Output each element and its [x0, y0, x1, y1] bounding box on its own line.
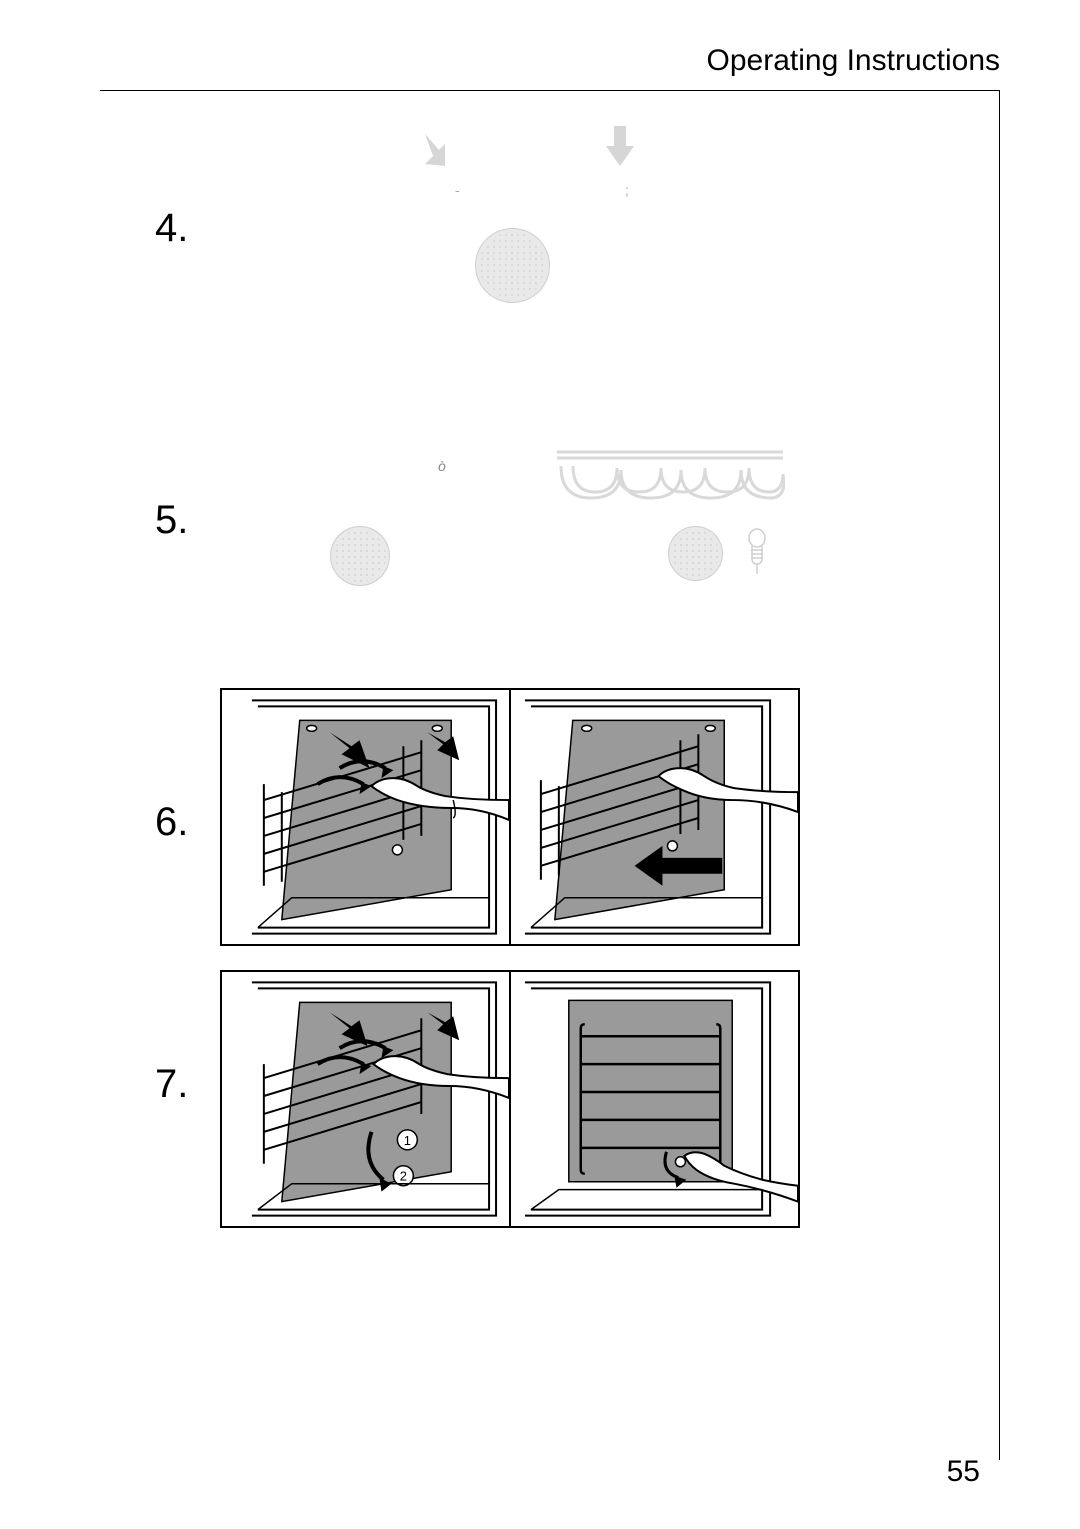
vent-icon [330, 526, 390, 586]
callout-2-label: 2 [400, 1169, 407, 1184]
step-6-panel-2 [511, 690, 798, 944]
tiny-mark: ; [625, 182, 629, 198]
step-number-4: 4. [155, 206, 188, 251]
arrow-down-icon [415, 130, 455, 180]
vent-icon [475, 228, 550, 303]
vent-icon [668, 526, 723, 581]
step-number-6: 6. [155, 800, 188, 845]
step-6-panel-1 [222, 690, 511, 944]
step-6-illustration [220, 688, 800, 946]
callout-1-label: 1 [404, 1133, 411, 1148]
tiny-mark: ò [438, 458, 446, 474]
header-title: Operating Instructions [707, 44, 1000, 77]
step-number-7: 7. [155, 1062, 188, 1107]
bulb-icon [746, 528, 768, 576]
manual-page: Operating Instructions 4. 5. 6. 7. - ; ò [0, 0, 1080, 1529]
page-number: 55 [947, 1455, 980, 1489]
step-7-panel-1: 1 2 [222, 972, 511, 1226]
tiny-mark: - [455, 182, 460, 198]
grill-element-icon [555, 444, 785, 504]
page-header: Operating Instructions [100, 44, 1000, 78]
step-7-illustration: 1 2 [220, 970, 800, 1228]
step-7-panel-2 [511, 972, 798, 1226]
header-rule [100, 90, 1000, 91]
step-number-5: 5. [155, 498, 188, 543]
right-margin-rule [999, 90, 1000, 1460]
arrow-down-icon [600, 122, 640, 172]
